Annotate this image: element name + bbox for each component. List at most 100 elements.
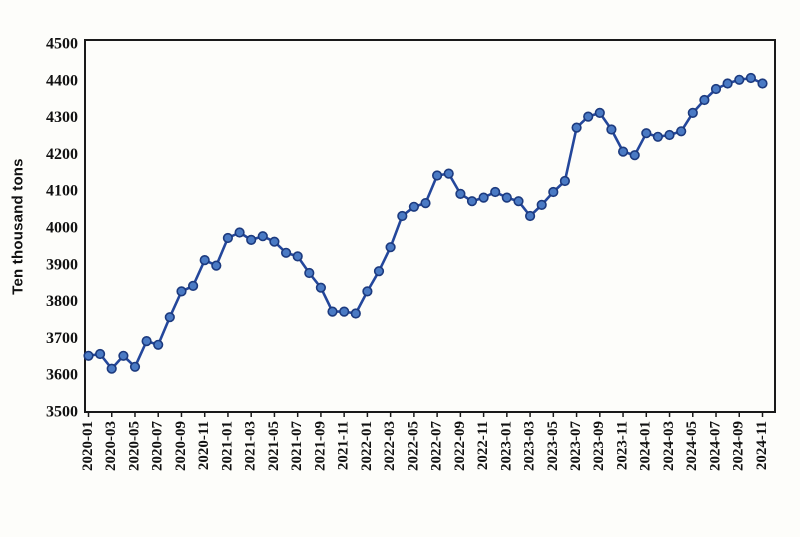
x-tick-label: 2022-03 — [382, 421, 398, 471]
y-axis-title: Ten thousand tons — [9, 158, 27, 295]
data-point — [536, 199, 547, 210]
data-point — [548, 186, 559, 198]
data-point — [443, 168, 454, 179]
x-tick-label: 2024-07 — [707, 421, 723, 471]
x-tick-label: 2021-11 — [336, 421, 352, 470]
data-point — [257, 231, 268, 242]
data-point — [652, 131, 664, 142]
x-tick-label: 2022-05 — [405, 421, 421, 471]
data-point — [385, 242, 396, 253]
x-tick-label: 2024-03 — [661, 421, 677, 471]
data-point — [397, 210, 408, 222]
data-point — [676, 126, 687, 137]
data-point — [571, 122, 582, 133]
data-point — [617, 146, 629, 157]
data-line — [87, 76, 764, 371]
data-point — [129, 361, 141, 372]
data-point — [269, 236, 280, 247]
x-tick-label: 2022-01 — [359, 421, 375, 471]
data-point — [362, 286, 373, 297]
data-point — [94, 348, 106, 360]
data-point — [199, 255, 210, 266]
data-point — [722, 78, 733, 89]
data-point — [629, 150, 640, 161]
data-point — [234, 227, 245, 238]
y-tick-label: 3600 — [46, 367, 78, 384]
data-point — [745, 72, 757, 84]
data-point — [594, 107, 605, 118]
y-tick-label: 4400 — [46, 72, 78, 89]
x-tick-label: 2020-11 — [196, 421, 212, 470]
data-point — [583, 111, 594, 122]
data-point — [83, 350, 94, 361]
data-point — [734, 74, 745, 85]
x-tick-label: 2020-03 — [103, 421, 119, 471]
x-tick-label: 2021-09 — [312, 421, 328, 471]
x-tick-label: 2021-03 — [243, 421, 259, 471]
data-point — [559, 175, 571, 187]
x-tick-label: 2023-05 — [545, 421, 561, 471]
data-point — [188, 280, 199, 292]
data-point — [641, 128, 652, 139]
data-point — [141, 336, 152, 347]
x-tick-label: 2024-01 — [638, 421, 654, 471]
axis-box — [84, 39, 776, 413]
y-tick-label: 3900 — [46, 256, 78, 273]
y-tick-label: 4100 — [46, 183, 78, 200]
x-tick-label: 2023-09 — [591, 421, 607, 471]
data-point — [211, 260, 222, 271]
data-point — [164, 312, 175, 323]
x-tick-label: 2023-11 — [614, 421, 630, 470]
data-point — [315, 282, 327, 293]
data-point — [710, 83, 722, 95]
x-tick-label: 2020-07 — [150, 421, 166, 471]
data-point — [281, 247, 292, 258]
x-tick-label: 2020-05 — [126, 421, 142, 471]
data-point — [327, 306, 338, 317]
data-point — [420, 198, 431, 209]
data-point — [606, 124, 617, 135]
x-tick-label: 2021-01 — [219, 421, 235, 471]
y-tick-label: 4200 — [46, 146, 78, 163]
x-tick-label: 2022-09 — [452, 421, 468, 471]
data-point — [246, 234, 257, 245]
data-point — [478, 192, 489, 203]
data-point — [339, 306, 350, 317]
x-tick-label: 2024-05 — [684, 421, 700, 471]
y-tick-label: 3800 — [46, 293, 78, 310]
data-point — [687, 107, 698, 118]
data-point — [513, 196, 524, 207]
data-point — [408, 201, 420, 212]
x-tick-label: 2022-07 — [429, 421, 445, 471]
data-point — [664, 129, 675, 141]
x-tick-label: 2021-07 — [289, 421, 305, 471]
x-tick-label: 2021-05 — [266, 421, 282, 471]
data-points — [83, 72, 768, 374]
data-point — [524, 210, 536, 222]
data-point — [292, 251, 303, 262]
data-point — [153, 339, 164, 350]
data-point — [118, 350, 129, 361]
data-point — [432, 170, 443, 181]
x-tick-label: 2023-01 — [498, 421, 514, 471]
data-point — [490, 186, 501, 198]
x-tick-label: 2020-09 — [173, 421, 189, 471]
data-point — [176, 286, 187, 297]
y-tick-labels: 3500 3600 3700 3800 3900 4000 4100 4200 4300 4400… — [46, 36, 78, 421]
y-tick-label: 4500 — [46, 36, 78, 53]
x-tick-labels: 2020-01 2020-03 2020-05 2020-07 2020-09 2020-… — [80, 421, 770, 471]
data-point — [106, 363, 117, 374]
x-tick-label: 2024-11 — [754, 421, 770, 470]
data-point — [699, 94, 710, 106]
data-point — [757, 78, 768, 89]
data-point — [455, 188, 466, 199]
y-tick-label: 4000 — [46, 220, 78, 237]
data-point — [501, 192, 512, 203]
x-tick-label: 2024-09 — [731, 421, 747, 471]
x-tick-label: 2023-07 — [568, 421, 584, 471]
data-point — [304, 267, 315, 279]
x-tick-marks — [87, 412, 764, 417]
data-point — [373, 266, 385, 277]
